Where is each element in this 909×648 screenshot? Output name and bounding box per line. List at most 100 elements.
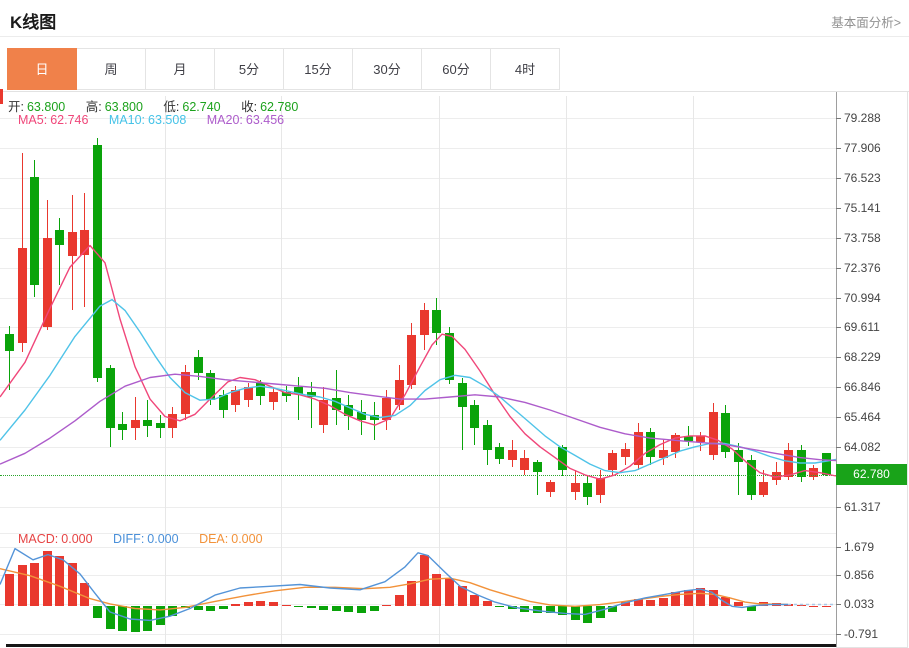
macd-axis-label: 0.033 xyxy=(844,597,875,612)
tab-30分[interactable]: 30分 xyxy=(352,48,422,90)
ma-row: MA5: 62.746 MA10: 63.508 MA20: 63.456 xyxy=(18,113,301,127)
candle xyxy=(646,432,656,458)
candle xyxy=(495,447,505,460)
macd-bar xyxy=(42,551,52,606)
chart-plot-area[interactable]: 79.288 77.906 76.523 75.141 73.758 72.376 70.9… xyxy=(0,89,909,648)
ohlc-row: 开: 63.800 高: 63.800 低: 62.740 收: 62.780 xyxy=(8,96,315,115)
candle xyxy=(155,423,165,429)
macd-bar xyxy=(432,573,442,606)
macd-bar xyxy=(193,605,203,610)
macd-axis-label: -0.791 xyxy=(844,626,879,641)
candle xyxy=(281,392,291,397)
candle xyxy=(470,405,480,429)
ma20-value: 63.456 xyxy=(245,113,285,127)
macd-bar xyxy=(30,563,40,606)
gridline-horizontal xyxy=(0,147,836,149)
macd-bar xyxy=(243,602,253,606)
candle-wick xyxy=(310,382,312,429)
ma5-label: MA5: xyxy=(18,113,48,127)
gridline-horizontal xyxy=(0,387,836,389)
macd-bar xyxy=(583,605,593,623)
gridline-vertical xyxy=(165,96,166,645)
header-divider xyxy=(0,36,909,37)
tab-日[interactable]: 日 xyxy=(7,48,77,90)
candle xyxy=(319,400,329,426)
axis-tick xyxy=(836,546,841,548)
axis-tick xyxy=(836,237,841,239)
macd-bar xyxy=(822,605,832,607)
macd-row: MACD: 0.000 DIFF: 0.000 DEA: 0.000 xyxy=(18,532,280,546)
fundamental-analysis-link[interactable]: 基本面分析> xyxy=(831,16,901,30)
gridline-horizontal xyxy=(0,177,836,179)
macd-bar xyxy=(143,605,153,631)
macd-bar xyxy=(734,602,744,606)
macd-bar xyxy=(356,605,366,613)
candle xyxy=(419,310,429,336)
tabbar-underline xyxy=(0,91,909,92)
candle xyxy=(356,412,366,421)
candle xyxy=(671,435,681,453)
candle xyxy=(331,398,341,411)
tab-5分[interactable]: 5分 xyxy=(214,48,284,90)
gridline-horizontal xyxy=(0,297,836,299)
candle xyxy=(5,334,14,352)
tab-15分[interactable]: 15分 xyxy=(283,48,353,90)
macd-bar xyxy=(17,565,27,606)
macd-bar xyxy=(809,605,819,607)
candle xyxy=(721,413,731,453)
macd-bar xyxy=(92,605,102,618)
candle xyxy=(545,482,555,493)
candle xyxy=(633,432,643,466)
candle xyxy=(658,450,668,459)
axis-tick xyxy=(836,207,841,209)
tab-月[interactable]: 月 xyxy=(145,48,215,90)
candle xyxy=(306,392,316,398)
gridline-vertical xyxy=(693,96,694,645)
axis-tick xyxy=(836,633,841,635)
tab-4时[interactable]: 4时 xyxy=(490,48,560,90)
candle xyxy=(784,450,794,478)
macd-bar xyxy=(784,603,794,606)
candle xyxy=(256,383,266,397)
macd-bar xyxy=(470,595,480,606)
candle xyxy=(746,460,756,496)
macd-bar xyxy=(532,605,542,614)
current-price-badge: 62.780 xyxy=(836,464,907,486)
candle xyxy=(67,232,77,257)
macd-label: MACD: xyxy=(18,532,59,546)
gridline-horizontal xyxy=(0,357,836,359)
gridline-horizontal xyxy=(0,507,836,508)
open-label: 开: xyxy=(8,100,24,114)
candle xyxy=(696,436,706,443)
candle xyxy=(80,230,90,256)
axis-tick xyxy=(836,447,841,449)
macd-bar xyxy=(306,605,316,609)
close-value: 62.780 xyxy=(260,100,299,114)
candle xyxy=(520,458,530,471)
macd-bar xyxy=(268,602,278,606)
candle xyxy=(118,424,128,431)
candle xyxy=(683,436,693,442)
gridline-horizontal xyxy=(0,118,836,119)
candle xyxy=(595,478,605,496)
price-axis-label: 76.523 xyxy=(844,170,881,185)
gridline-horizontal xyxy=(0,237,836,239)
candle xyxy=(17,248,27,344)
price-axis-label: 64.082 xyxy=(844,440,881,455)
macd-bar xyxy=(369,605,379,611)
dea-label: DEA: xyxy=(199,532,229,546)
tab-周[interactable]: 周 xyxy=(76,48,146,90)
axis-tick xyxy=(836,604,841,606)
ma20-label: MA20: xyxy=(206,113,243,127)
axis-tick xyxy=(836,357,841,359)
macd-bar xyxy=(570,605,580,621)
macd-bar xyxy=(482,601,492,606)
candle-wick xyxy=(373,402,375,441)
candle xyxy=(620,449,630,458)
macd-bar xyxy=(457,586,467,606)
candle xyxy=(218,395,228,411)
tab-60分[interactable]: 60分 xyxy=(421,48,491,90)
candle xyxy=(608,453,618,471)
ma10-label: MA10: xyxy=(108,113,146,127)
candle xyxy=(708,412,718,456)
